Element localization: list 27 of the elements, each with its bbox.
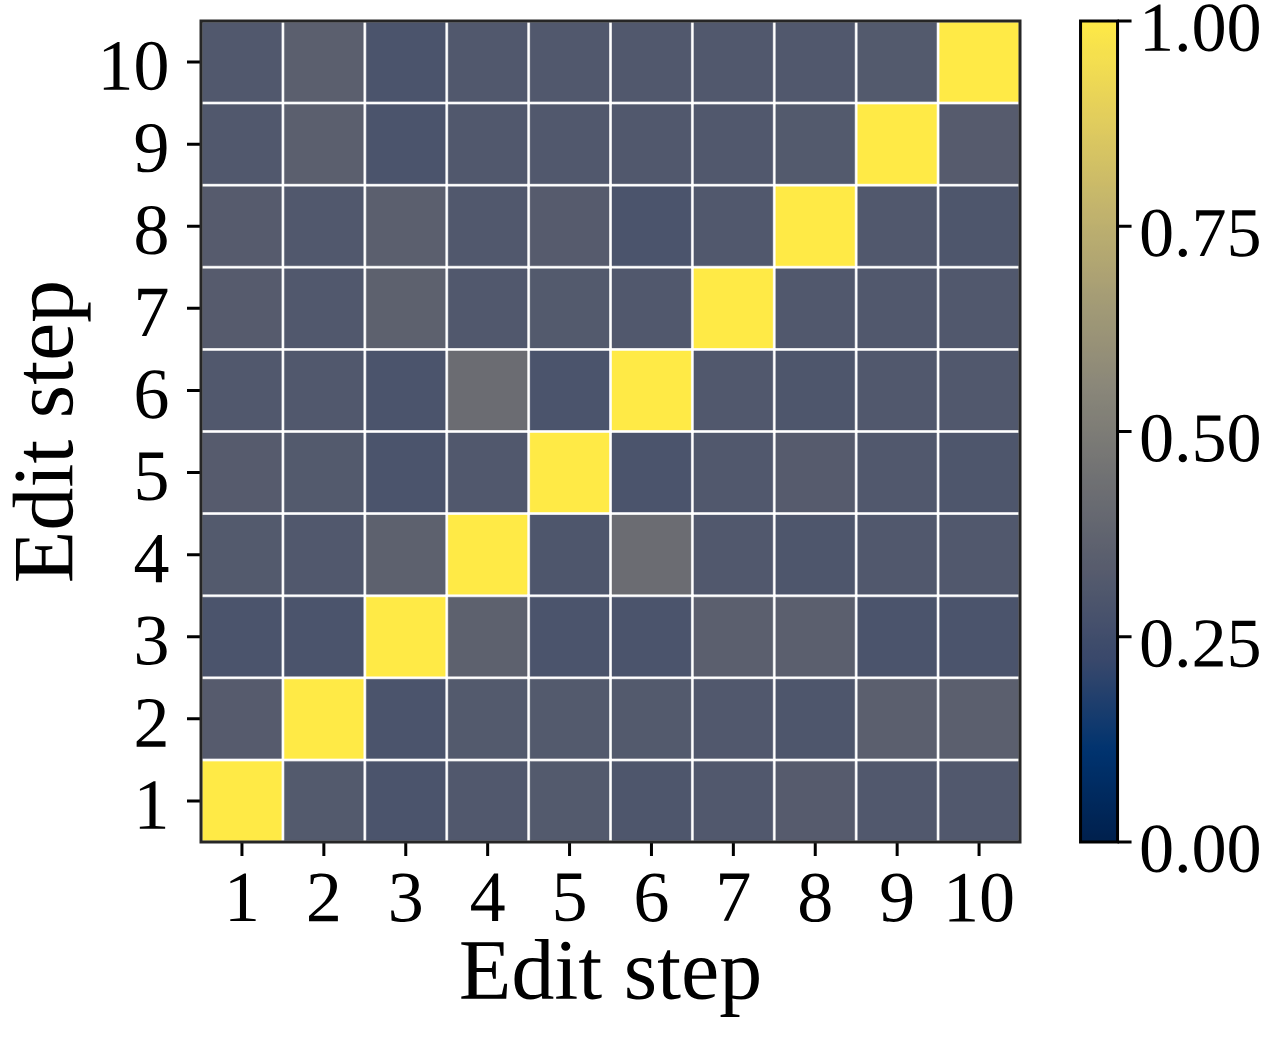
y-tick-label: 9 bbox=[135, 123, 167, 173]
color-bar-label: 0.00 bbox=[1141, 825, 1259, 873]
x-tick-label: 6 bbox=[636, 873, 668, 922]
y-tick-label: 2 bbox=[136, 699, 166, 747]
x-tick-label: 10 bbox=[949, 873, 1013, 923]
y-tick-label: 4 bbox=[134, 534, 169, 583]
y-tick-label: 10 bbox=[103, 41, 167, 91]
x-tick-label: 5 bbox=[555, 873, 585, 922]
y-tick-label: 8 bbox=[136, 205, 167, 255]
y-tick-label: 5 bbox=[137, 452, 167, 501]
color-bar-label: 0.50 bbox=[1141, 414, 1259, 463]
color-bar-label: 0.25 bbox=[1141, 619, 1259, 668]
x-tick-label: 7 bbox=[720, 873, 750, 921]
x-tick-label: 1 bbox=[230, 873, 256, 922]
color-bar-label: 0.75 bbox=[1141, 209, 1259, 258]
y-axis-title: Edit step bbox=[12, 283, 91, 581]
x-axis-title: Edit step bbox=[461, 938, 759, 1017]
x-tick-label: 2 bbox=[309, 873, 338, 922]
y-tick-label: 3 bbox=[136, 616, 167, 665]
y-tick-label: 1 bbox=[139, 781, 166, 829]
y-tick-label: 6 bbox=[136, 370, 168, 419]
x-tick-label: 8 bbox=[800, 873, 831, 923]
x-tick-label: 9 bbox=[881, 873, 913, 922]
x-tick-label: 4 bbox=[471, 873, 505, 921]
color-bar-label: 1.00 bbox=[1145, 4, 1259, 52]
x-tick-label: 3 bbox=[391, 873, 421, 922]
y-tick-label: 7 bbox=[138, 288, 168, 336]
